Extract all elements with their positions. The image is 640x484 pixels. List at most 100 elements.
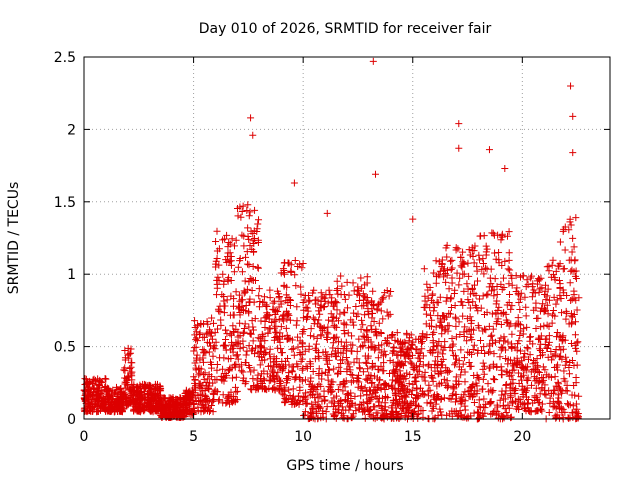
data-point — [213, 376, 221, 384]
data-point — [305, 380, 313, 388]
x-tick-label: 10 — [294, 429, 312, 445]
data-point — [214, 273, 222, 281]
data-point — [359, 387, 367, 395]
data-point — [372, 409, 380, 417]
data-point — [375, 341, 383, 349]
data-point — [338, 403, 346, 411]
data-point — [334, 338, 342, 346]
data-point — [81, 396, 89, 404]
data-point — [147, 389, 155, 397]
data-point — [234, 263, 242, 271]
data-point — [244, 224, 252, 232]
data-point — [276, 376, 284, 384]
data-point — [255, 216, 263, 224]
data-point — [146, 397, 154, 405]
data-point — [373, 395, 381, 403]
data-point — [144, 390, 152, 398]
data-point — [349, 371, 357, 379]
data-point — [289, 385, 297, 393]
data-point — [288, 363, 296, 371]
data-point — [336, 381, 344, 389]
data-point — [375, 398, 383, 406]
data-point — [325, 286, 333, 294]
data-point — [271, 386, 279, 394]
data-point — [249, 375, 257, 383]
data-point — [245, 309, 253, 317]
data-point — [252, 344, 260, 352]
data-point — [123, 382, 131, 390]
data-point — [248, 287, 256, 295]
data-point — [335, 398, 343, 406]
data-point — [221, 374, 229, 382]
data-point — [270, 336, 278, 344]
data-point — [212, 338, 220, 346]
data-point — [304, 291, 312, 299]
data-point — [266, 355, 274, 363]
data-point — [283, 307, 291, 315]
data-point — [164, 411, 172, 419]
data-point — [115, 400, 123, 408]
data-point — [205, 348, 213, 356]
data-point — [330, 302, 338, 310]
data-point — [106, 391, 114, 399]
data-point — [369, 287, 377, 295]
data-point — [244, 233, 252, 241]
data-point — [240, 306, 248, 314]
data-point — [306, 358, 314, 366]
data-point — [278, 390, 286, 398]
data-point — [260, 293, 268, 301]
x-axis-label: GPS time / hours — [286, 458, 403, 474]
data-point — [355, 359, 363, 367]
data-point — [284, 355, 292, 363]
data-point — [333, 277, 341, 285]
data-point — [342, 353, 350, 361]
data-point — [373, 374, 381, 382]
data-point — [211, 345, 219, 353]
data-point — [360, 293, 368, 301]
data-point — [352, 302, 360, 310]
data-point — [278, 363, 286, 371]
data-point — [298, 339, 306, 347]
data-point — [302, 303, 310, 311]
data-point — [350, 287, 358, 295]
data-point — [312, 346, 320, 354]
data-point — [206, 326, 214, 334]
data-point — [90, 375, 98, 383]
data-point — [244, 201, 252, 209]
data-point — [108, 399, 116, 407]
data-point — [263, 386, 271, 394]
data-point — [232, 236, 240, 244]
data-point — [303, 399, 311, 407]
data-point — [416, 358, 424, 366]
data-point — [335, 363, 343, 371]
data-point — [237, 213, 245, 221]
data-point — [156, 386, 164, 394]
data-point — [234, 351, 242, 359]
data-point — [298, 355, 306, 363]
data-point — [195, 380, 203, 388]
data-point — [324, 316, 332, 324]
data-point — [359, 368, 367, 376]
data-point — [320, 294, 328, 302]
data-point — [136, 400, 144, 408]
data-point — [367, 405, 375, 413]
data-point — [292, 282, 300, 290]
data-point — [221, 326, 229, 334]
data-point — [340, 320, 348, 328]
data-point — [310, 383, 318, 391]
data-point — [261, 323, 269, 331]
data-point — [229, 322, 237, 330]
data-point — [247, 368, 255, 376]
data-point — [361, 281, 369, 289]
data-point — [174, 398, 182, 406]
data-point — [377, 384, 385, 392]
data-point — [208, 364, 216, 372]
data-point — [387, 287, 395, 295]
data-point — [347, 341, 355, 349]
data-point — [201, 387, 209, 395]
data-point — [238, 302, 246, 310]
data-point — [315, 316, 323, 324]
data-point — [324, 299, 332, 307]
data-point — [200, 375, 208, 383]
data-point — [82, 397, 90, 405]
